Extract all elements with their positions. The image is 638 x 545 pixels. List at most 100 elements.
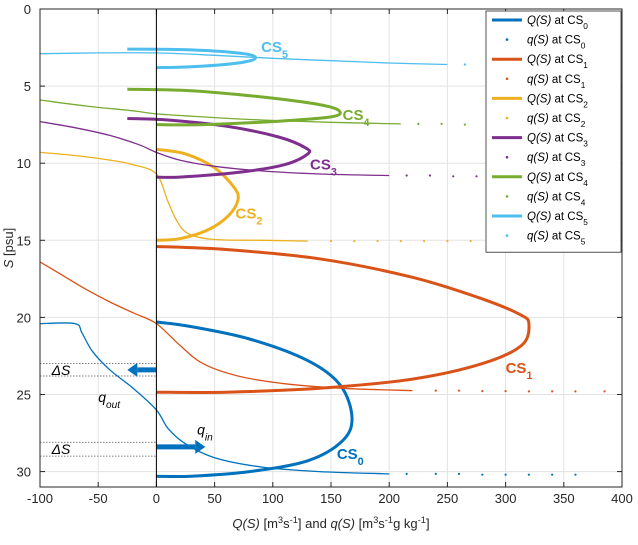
legend-label-cs3-Q-part: at CS xyxy=(551,133,583,145)
legend-label-cs2-Q: Q(S) at CS2 xyxy=(527,93,588,109)
plot-box xyxy=(39,8,623,488)
series-cs2-label: CS2 xyxy=(236,206,263,228)
legend-label-cs0-Q: Q(S) at CS0 xyxy=(527,15,588,31)
legend-label-cs1-Q-part: Q(S) xyxy=(527,54,551,66)
legend-label-cs4-Q: Q(S) at CS4 xyxy=(527,172,588,188)
legend-label-cs4-q-part: at CS xyxy=(549,191,581,203)
series-cs5-q-line xyxy=(39,52,448,66)
series-cs3-q-point xyxy=(428,174,432,177)
legend-label-cs5-q: q(S) at CS5 xyxy=(527,231,586,247)
legend-label-cs0-q-part: q(S) xyxy=(527,35,549,47)
legend-label-cs4-q: q(S) at CS4 xyxy=(527,191,586,207)
series-cs0-q-point xyxy=(551,473,554,476)
q-in-arrow-head xyxy=(195,439,206,454)
legend-label-cs4-q-part: q(S) xyxy=(527,191,549,203)
legend-label-cs1-q-part: q(S) xyxy=(527,74,549,86)
series-cs0-label-part: 0 xyxy=(358,456,364,468)
delta-s-label: ΔS xyxy=(51,441,71,457)
x-tick-label: 400 xyxy=(611,491,633,506)
series-cs0-q-point xyxy=(481,473,484,476)
series-cs1-q-line xyxy=(39,261,413,392)
legend-label-cs4-Q-part: 4 xyxy=(583,178,588,187)
x-axis-label-part: s xyxy=(283,516,290,531)
series-cs0-label: CS0 xyxy=(337,446,364,468)
x-tick-label: 300 xyxy=(495,491,517,506)
series-cs1-q-point xyxy=(434,389,437,392)
legend-label-cs5-q-part: q(S) xyxy=(527,231,549,243)
legend-label-cs1-q-part: at CS xyxy=(549,74,581,86)
series-cs0-q-point xyxy=(574,473,577,476)
series-cs3-q-point xyxy=(405,174,408,177)
legend-label-cs0-q: q(S) at CS0 xyxy=(527,35,586,51)
legend-label-cs4-Q-part: Q(S) xyxy=(527,172,551,184)
x-axis-label-part: g kg xyxy=(393,516,418,531)
series-cs3-label-part: CS xyxy=(310,156,331,173)
y-tick-label: 10 xyxy=(17,156,31,171)
series-cs0-q-point xyxy=(405,472,408,475)
series-cs5-label-part: 5 xyxy=(282,49,288,61)
legend-label-cs1-Q: Q(S) at CS1 xyxy=(527,54,588,69)
x-axis-label-part: ] xyxy=(426,516,430,531)
series-cs2-q-point xyxy=(353,239,356,243)
series-cs1-q-point xyxy=(504,389,507,393)
legend-label-cs2-q-part: q(S) xyxy=(527,113,549,125)
series-cs1-Q-curve xyxy=(156,245,531,394)
series-cs1-q-point xyxy=(481,389,484,393)
series-cs3-q-point xyxy=(475,175,478,178)
x-axis-label-part: s xyxy=(378,516,385,531)
series-cs2-Q-curve xyxy=(156,147,240,242)
legend-label-cs3-q: q(S) at CS3 xyxy=(527,152,586,168)
legend-label-cs0-Q-part: 0 xyxy=(583,22,588,31)
series-cs2-q-point xyxy=(376,239,379,243)
legend-label-cs2-Q-part: 2 xyxy=(583,100,588,109)
series-cs1-q-point xyxy=(527,390,530,393)
series-cs1-q-point xyxy=(574,390,577,393)
y-tick-label: 30 xyxy=(17,465,31,480)
x-axis-label-part: -1 xyxy=(418,515,426,525)
legend-label-cs3-q-part: q(S) xyxy=(527,152,549,164)
x-tick-label: 50 xyxy=(207,491,221,506)
series-cs1-label-part: 1 xyxy=(526,370,532,382)
legend-label-cs3-Q-part: 3 xyxy=(583,139,588,148)
legend-label-cs2-q-part: at CS xyxy=(549,113,581,125)
x-axis-label-part: 3 xyxy=(278,515,283,525)
series-cs0-Q-curve xyxy=(156,320,354,479)
x-tick-label: 0 xyxy=(153,491,160,506)
series-cs3-q-point xyxy=(452,175,455,178)
series-cs2-label-part: 2 xyxy=(256,216,262,228)
delta-s-label: ΔS xyxy=(51,362,71,378)
legend-box xyxy=(485,10,622,253)
series-cs1-label: CS1 xyxy=(506,360,533,382)
legend-label-cs0-Q-part: Q(S) xyxy=(527,15,551,27)
series-cs5-label-part: CS xyxy=(261,39,282,56)
legend-label-cs1-Q-part: 1 xyxy=(583,61,588,70)
series-cs5-q-point xyxy=(463,63,466,66)
y-tick-label: 5 xyxy=(24,79,31,94)
legend-swatch-cs3-q xyxy=(505,155,509,159)
y-tick-label: 15 xyxy=(17,233,31,248)
series-cs2-q-point xyxy=(399,239,402,243)
x-axis-label-part: -1 xyxy=(290,515,298,525)
series-cs4-q-point xyxy=(417,122,420,125)
series-cs0-q-point xyxy=(527,473,530,476)
x-tick-label: 100 xyxy=(262,491,284,506)
series-cs1-q-point xyxy=(457,389,461,392)
series-cs0-q-point xyxy=(434,472,437,475)
q-out-arrow-head xyxy=(127,362,138,377)
series-cs0-q-point xyxy=(457,472,461,475)
series-cs4-label: CS4 xyxy=(343,107,370,129)
series-cs2-q-point xyxy=(329,239,333,243)
legend-label-cs1-Q-part: at CS xyxy=(551,54,583,66)
y-tick-label: 25 xyxy=(17,387,31,402)
series-cs1-q-point xyxy=(551,390,554,393)
series-cs4-Q-curve xyxy=(127,87,342,127)
series-cs3-Q-curve xyxy=(127,117,312,179)
legend-swatch-cs2-q xyxy=(505,116,509,120)
x-axis-label-part: ] and xyxy=(298,516,331,531)
series-cs4-q-point xyxy=(440,122,443,125)
series-cs1-label-part: CS xyxy=(506,360,527,377)
x-axis-label-part: [m xyxy=(355,516,373,531)
